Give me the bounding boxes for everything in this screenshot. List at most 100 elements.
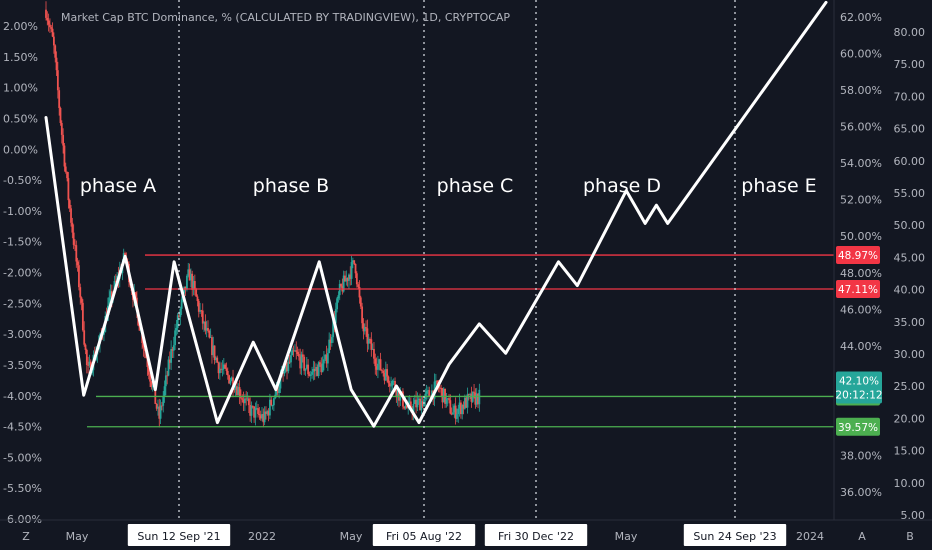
candle-body: [254, 408, 257, 418]
candle-body: [85, 349, 88, 365]
candle-body: [463, 397, 466, 409]
phase-label: phase B: [253, 175, 329, 197]
candle-body: [316, 367, 319, 377]
candle-body: [170, 349, 173, 363]
candle-body: [305, 364, 308, 369]
candle-body: [374, 358, 377, 367]
candle-body: [232, 377, 234, 390]
candle-body: [454, 405, 457, 419]
candle-body: [229, 380, 232, 384]
candle-body: [70, 208, 72, 223]
current-countdown-label: 20:12:12: [835, 390, 882, 402]
left-tick-label: -1.50%: [3, 236, 42, 249]
candle-body: [255, 408, 258, 409]
candle-body: [221, 368, 224, 370]
candle-body: [179, 308, 182, 317]
candle-body: [204, 321, 207, 331]
left-tick-label: 0.50%: [3, 112, 38, 125]
candle-body: [473, 391, 475, 393]
right-outer-tick-label: 55.00: [894, 187, 926, 200]
left-tick-label: -0.50%: [3, 174, 42, 187]
candle-body: [266, 411, 269, 414]
candle-body: [326, 353, 329, 364]
candle-body: [453, 405, 456, 413]
x-tick-label: May: [66, 530, 89, 543]
date-marker-box: [683, 524, 787, 546]
candle-body: [50, 27, 53, 29]
candle-body: [383, 373, 386, 381]
candle-body: [438, 387, 441, 389]
left-tick-label: -5.50%: [3, 482, 42, 495]
candle-body: [412, 403, 415, 413]
candle-body: [154, 386, 157, 404]
date-marker-label: Sun 12 Sep '21: [137, 530, 220, 543]
left-tick-label: 1.00%: [3, 82, 38, 95]
right-inner-tick-label: 60.00%: [840, 48, 882, 61]
phase-label: phase C: [437, 175, 514, 197]
candle-body: [323, 359, 325, 364]
corner-label-a: A: [858, 530, 866, 543]
candle-body: [317, 362, 320, 377]
candle-body: [271, 405, 274, 407]
left-tick-label: 1.50%: [3, 51, 38, 64]
candle-body: [420, 401, 423, 411]
candle-body: [467, 394, 470, 396]
right-outer-tick-label: 80.00: [894, 26, 926, 39]
candle-body: [290, 355, 292, 363]
candle-body: [416, 400, 419, 408]
candle-body: [162, 396, 165, 406]
candle-body: [286, 362, 288, 372]
candle-body: [259, 415, 262, 419]
candle-body: [398, 388, 400, 401]
candle-body: [60, 123, 63, 135]
candle-body: [342, 275, 345, 292]
candle-body: [449, 400, 452, 414]
candle-body: [452, 412, 454, 415]
candle-body: [76, 261, 79, 266]
right-outer-tick-label: 70.00: [894, 90, 926, 103]
candle-body: [359, 297, 362, 307]
candle-body: [183, 286, 186, 293]
candle-body: [409, 401, 412, 410]
candle-body: [465, 397, 468, 408]
left-tick-label: -3.50%: [3, 359, 42, 372]
candle-body: [363, 327, 366, 332]
candle-body: [146, 357, 149, 367]
vertical-markers: [178, 0, 736, 520]
candle-body: [241, 398, 244, 400]
level-badge: [836, 246, 880, 265]
candle-body: [300, 354, 303, 369]
left-tick-label: 2.00%: [3, 20, 38, 33]
candle-body: [149, 374, 151, 382]
candle-body: [261, 414, 263, 419]
candle-body: [228, 375, 230, 384]
right-inner-tick-label: 50.00%: [840, 230, 882, 243]
right-outer-tick-label: 65.00: [894, 123, 926, 136]
candle-body: [284, 362, 287, 372]
candle-body: [237, 387, 240, 396]
candle-body: [419, 398, 421, 411]
candle-body: [328, 339, 331, 354]
candle-body: [250, 405, 253, 416]
candle-body: [249, 405, 252, 416]
candle-body: [351, 260, 354, 263]
candle-body: [238, 387, 241, 398]
candle-body: [212, 345, 215, 356]
candle-body: [457, 408, 460, 415]
candle-body: [375, 366, 378, 370]
candle-body: [272, 398, 275, 406]
candle-body: [236, 386, 238, 396]
candle-body: [458, 402, 461, 409]
candle-body: [81, 302, 84, 331]
candle-body: [222, 364, 225, 369]
candle-body: [138, 325, 141, 331]
candle-body: [405, 405, 408, 408]
phase-label: phase E: [741, 175, 816, 197]
right-axis: 62.00% 60.00% 58.00% 56.00% 54.00% 52.00% 50.0…: [833, 0, 932, 550]
left-tick-label: -5.00%: [3, 451, 42, 464]
candle-body: [58, 90, 61, 108]
candle-body: [373, 348, 375, 359]
candle-body: [66, 171, 68, 179]
candle-body: [87, 364, 90, 366]
